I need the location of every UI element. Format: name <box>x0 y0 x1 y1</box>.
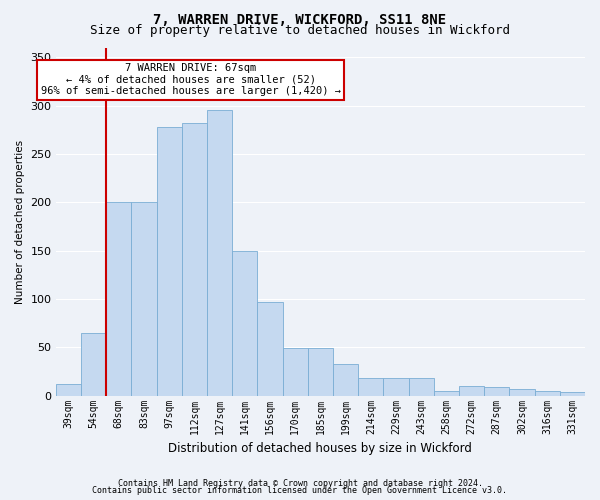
Text: 7 WARREN DRIVE: 67sqm
← 4% of detached houses are smaller (52)
96% of semi-detac: 7 WARREN DRIVE: 67sqm ← 4% of detached h… <box>41 63 341 96</box>
Bar <box>308 348 333 396</box>
Text: Contains HM Land Registry data © Crown copyright and database right 2024.: Contains HM Land Registry data © Crown c… <box>118 478 482 488</box>
Bar <box>358 378 383 396</box>
Y-axis label: Number of detached properties: Number of detached properties <box>15 140 25 304</box>
Bar <box>232 250 257 396</box>
Bar <box>409 378 434 396</box>
Bar <box>283 348 308 396</box>
Bar <box>560 392 585 396</box>
X-axis label: Distribution of detached houses by size in Wickford: Distribution of detached houses by size … <box>169 442 472 455</box>
Bar <box>509 389 535 396</box>
Text: Contains public sector information licensed under the Open Government Licence v3: Contains public sector information licen… <box>92 486 508 495</box>
Bar <box>459 386 484 396</box>
Bar <box>484 387 509 396</box>
Bar <box>333 364 358 396</box>
Text: 7, WARREN DRIVE, WICKFORD, SS11 8NE: 7, WARREN DRIVE, WICKFORD, SS11 8NE <box>154 12 446 26</box>
Bar <box>56 384 81 396</box>
Bar <box>383 378 409 396</box>
Bar <box>535 391 560 396</box>
Bar <box>157 127 182 396</box>
Bar <box>182 123 207 396</box>
Text: Size of property relative to detached houses in Wickford: Size of property relative to detached ho… <box>90 24 510 37</box>
Bar <box>81 333 106 396</box>
Bar <box>434 391 459 396</box>
Bar <box>207 110 232 396</box>
Bar <box>131 202 157 396</box>
Bar <box>257 302 283 396</box>
Bar <box>106 202 131 396</box>
